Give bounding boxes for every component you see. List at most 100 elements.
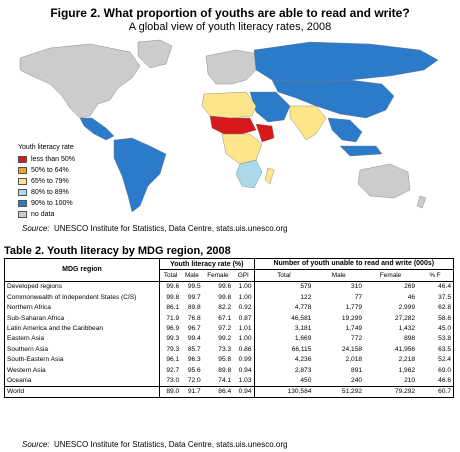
subheader: Total — [253, 269, 314, 282]
cell-value: 60.7 — [438, 388, 451, 396]
legend-item: 65% to 79% — [18, 176, 113, 187]
cell-value: 73.0 — [159, 375, 182, 387]
cell-value: 67.1 — [218, 314, 232, 322]
table-row: Developed regions 99.6 99.5 99.6 1.00 579 310 2… — [5, 281, 454, 293]
subheader: Female — [379, 272, 402, 280]
map-southern-africa — [235, 159, 263, 189]
cell-value: 45.0 — [438, 325, 451, 333]
figure-subtitle: A global view of youth literacy rates, 2… — [128, 21, 332, 33]
cell-value: 89.0 — [159, 386, 182, 398]
cell-value: 240 — [351, 376, 363, 384]
legend-item: no data — [18, 209, 113, 220]
cell-value: 99.3 — [159, 333, 182, 345]
cell-value: 0.94 — [238, 366, 252, 374]
map-russia — [253, 41, 439, 83]
map-southeast-asia — [327, 117, 363, 143]
cell-region: Western Asia — [7, 366, 46, 374]
cell-value: 122 — [253, 292, 314, 303]
table-row: Latin America and the Caribbean 96.9 96.7 9… — [5, 323, 454, 334]
cell-region: Northern Africa — [7, 304, 51, 312]
cell-value: 77 — [354, 293, 363, 301]
cell-region: Southern Asia — [7, 345, 49, 353]
legend-title: Youth literacy rate — [18, 144, 74, 151]
cell-value: 76.8 — [187, 314, 201, 322]
cell-value: 1,779 — [345, 304, 363, 312]
cell-value: 1.01 — [238, 325, 252, 333]
table-row: Oceania 73.0 72.0 74.1 1.03 450 240 210 46.6 — [5, 375, 454, 387]
cell-value: 99.4 — [187, 335, 201, 343]
cell-region: Eastern Asia — [7, 335, 45, 343]
cell-region: Oceania — [7, 376, 32, 384]
subheader: % F — [429, 272, 441, 280]
cell-region: Commonwealth of Independent States (CIS) — [7, 293, 137, 301]
cell-value: 96.1 — [159, 354, 182, 365]
map-middle-east — [249, 91, 291, 123]
cell-value: 27,282 — [394, 314, 416, 322]
cell-value: 1.03 — [238, 376, 252, 384]
cell-value: 89.8 — [187, 304, 201, 312]
cell-value: 1.00 — [238, 293, 252, 301]
cell-value: 62.8 — [438, 304, 451, 312]
table-row: Northern Africa 86.1 89.8 82.2 0.92 4,778 1,77… — [5, 302, 454, 313]
cell-value: 99.6 — [218, 283, 232, 291]
map-horn-africa — [255, 123, 275, 143]
cell-value: 95.8 — [218, 356, 232, 364]
cell-value: 66,115 — [253, 344, 314, 355]
map-north-america — [19, 43, 141, 119]
cell-value: 450 — [253, 375, 314, 387]
cell-value: 2,999 — [398, 304, 416, 312]
cell-value: 3,181 — [253, 323, 314, 334]
cell-value: 79.3 — [159, 344, 182, 355]
map-australia — [357, 163, 411, 199]
cell-value: 210 — [404, 376, 416, 384]
legend-item: less than 50% — [18, 154, 113, 165]
table-row: Western Asia 92.7 95.6 89.8 0.94 2,873 891 1,96… — [5, 364, 454, 376]
cell-value: 69.0 — [438, 366, 451, 374]
cell-value: 95.6 — [187, 366, 201, 374]
legend-item: 50% to 64% — [18, 165, 113, 176]
table-row: South-Eastern Asia 96.1 96.3 95.8 0.99 4,236 2… — [5, 354, 454, 365]
legend-item: 90% to 100% — [18, 198, 113, 209]
legend-item: 80% to 89% — [18, 187, 113, 198]
subheader: Total — [159, 269, 182, 282]
map-indonesia — [339, 145, 383, 157]
legend-swatch — [18, 189, 27, 196]
cell-value: 86.4 — [218, 388, 232, 396]
header-rate: Youth literacy rate (%) — [159, 258, 255, 270]
cell-value: 99.8 — [218, 293, 232, 301]
cell-value: 891 — [351, 366, 363, 374]
cell-value: 579 — [253, 281, 314, 293]
cell-region: South-Eastern Asia — [7, 356, 64, 364]
cell-value: 1,669 — [253, 333, 314, 345]
cell-region: Developed regions — [7, 283, 62, 291]
legend-swatch — [18, 156, 27, 163]
cell-value: 1.00 — [238, 335, 252, 343]
cell-value: 99.7 — [187, 293, 201, 301]
cell-region: Latin America and the Caribbean — [7, 325, 104, 333]
cell-value: 0.94 — [238, 388, 252, 396]
cell-value: 58.6 — [438, 314, 451, 322]
subheader: Male — [184, 272, 199, 280]
cell-value: 82.2 — [218, 304, 232, 312]
cell-region: Sub-Saharan Africa — [7, 314, 65, 322]
cell-value: 2,218 — [398, 356, 416, 364]
map-south-america — [113, 137, 167, 213]
map-north-africa — [201, 91, 257, 119]
legend-swatch — [18, 167, 27, 174]
cell-value: 91.7 — [187, 388, 201, 396]
cell-value: 2,873 — [253, 364, 314, 376]
cell-value: 97.2 — [218, 325, 232, 333]
cell-value: 19,299 — [341, 314, 363, 322]
cell-value: 898 — [404, 335, 416, 343]
cell-value: 772 — [351, 335, 363, 343]
cell-value: 24,158 — [341, 345, 363, 353]
cell-value: 37.5 — [438, 293, 451, 301]
cell-value: 46.4 — [438, 283, 451, 291]
cell-value: 46,581 — [253, 312, 314, 324]
cell-value: 96.9 — [159, 323, 182, 334]
cell-value: 63.5 — [438, 345, 451, 353]
cell-value: 1,749 — [345, 325, 363, 333]
cell-value: 46.6 — [438, 376, 451, 384]
subheader: GPI — [237, 272, 249, 280]
cell-value: 0.87 — [238, 314, 252, 322]
